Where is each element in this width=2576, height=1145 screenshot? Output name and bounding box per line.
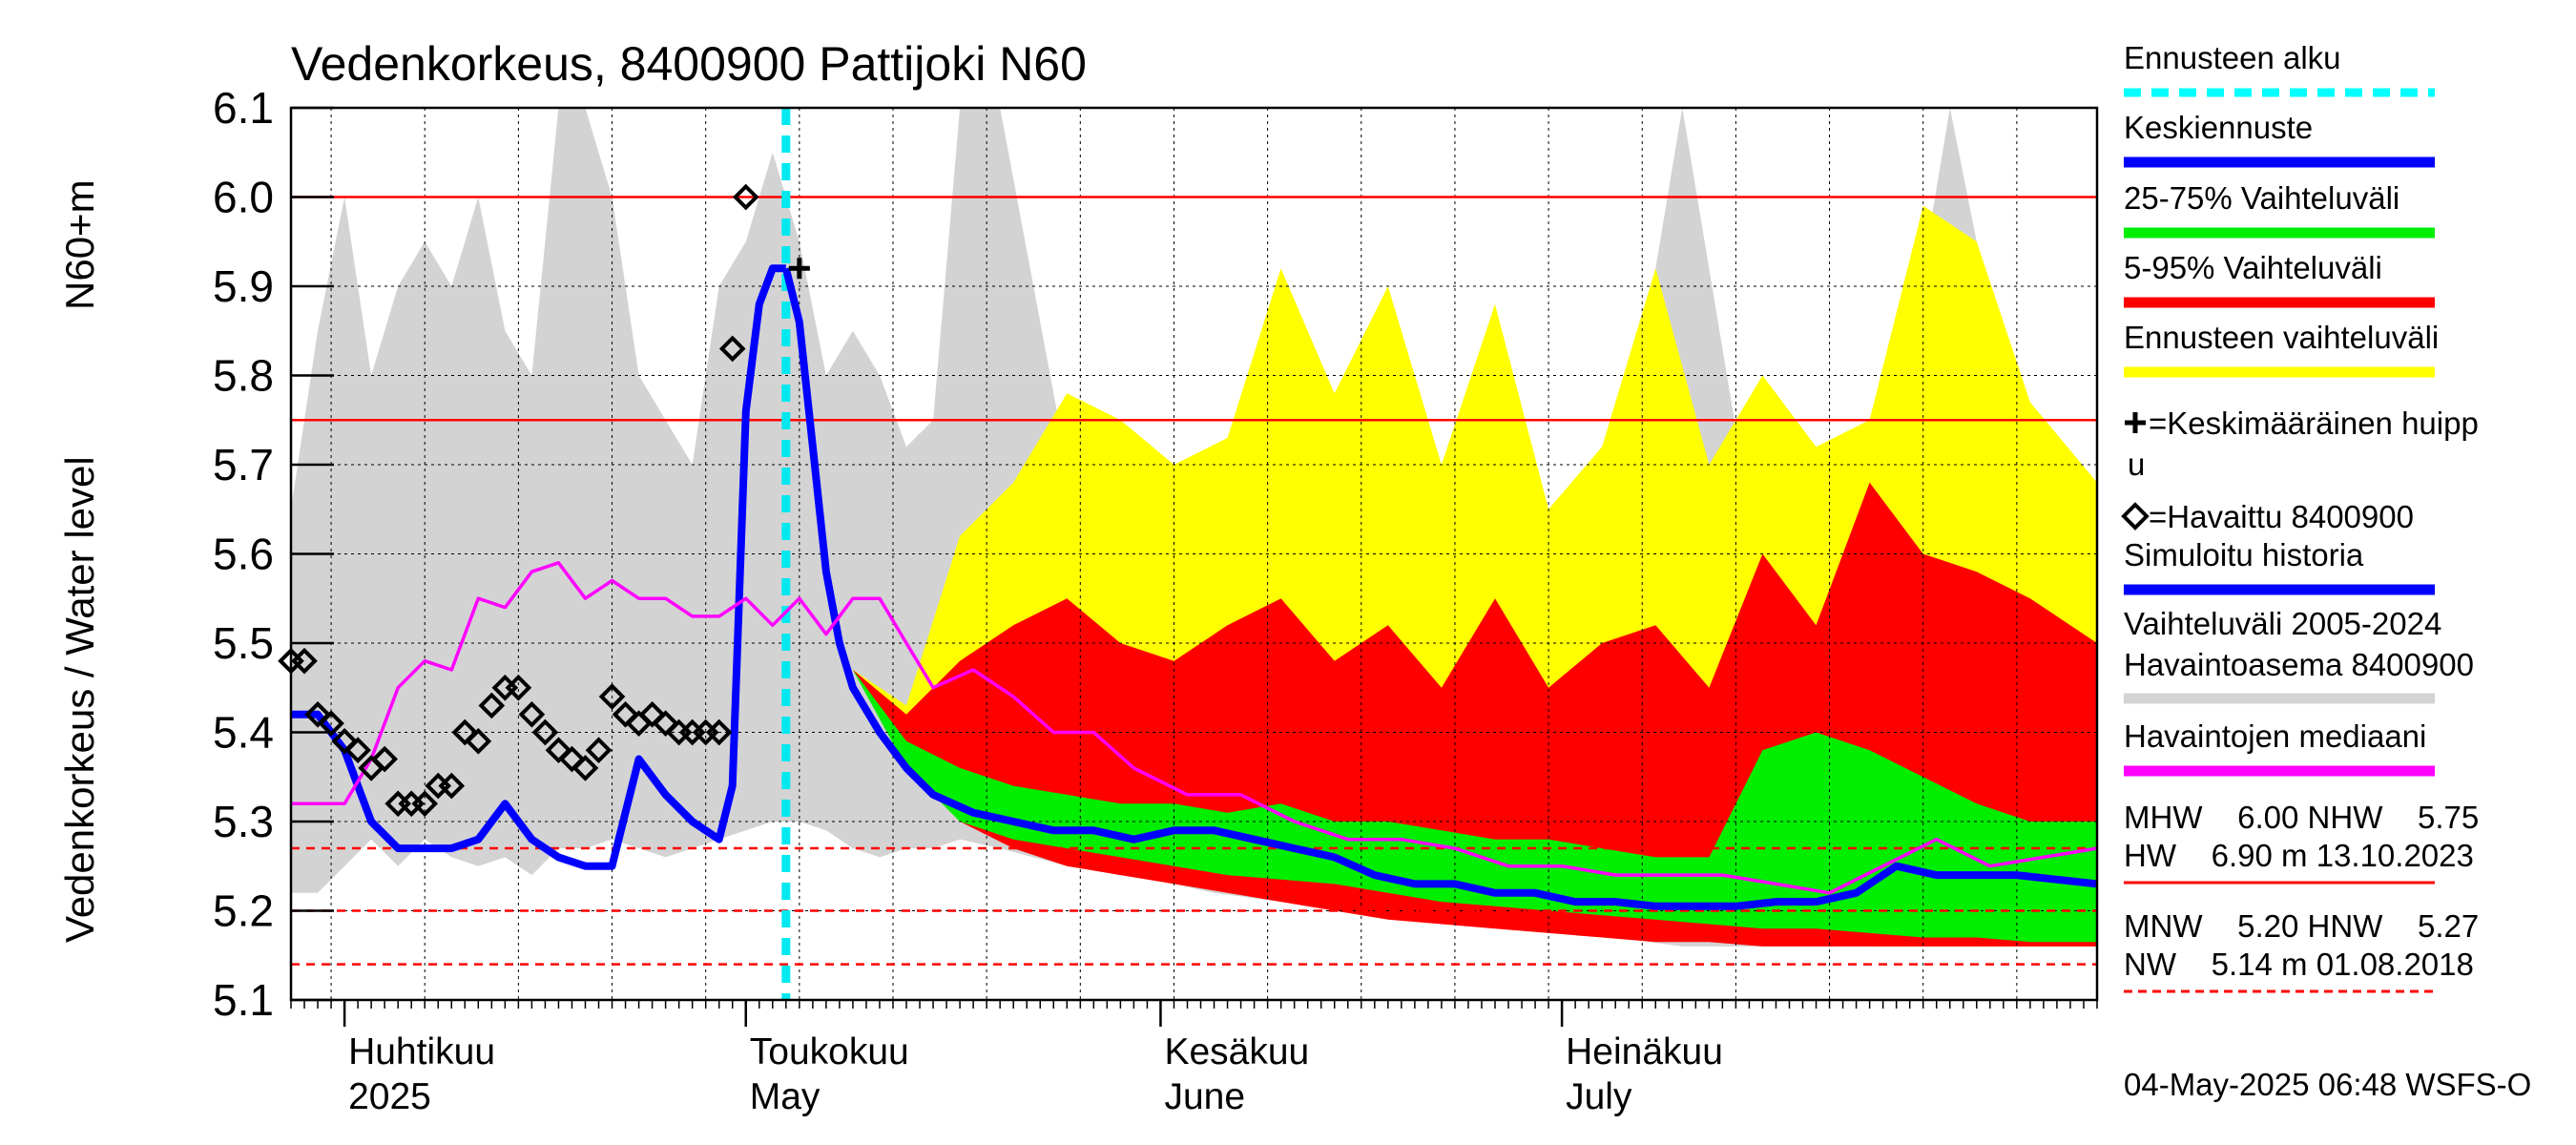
legend-item-havaintojen-mediaani: Havaintojen mediaani: [2124, 718, 2435, 777]
observed-point: [291, 647, 318, 675]
x-month-label: Toukokuu: [750, 1031, 909, 1072]
observed-point: [545, 737, 572, 764]
legend-item-5-95-vaihteluv-li: 5-95% Vaihteluväli: [2124, 250, 2435, 308]
legend-stat-3: MNW 5.20 HNW 5.27: [2124, 908, 2479, 944]
legend-label: Keskiennuste: [2124, 110, 2313, 145]
y-tick-label: 5.1: [213, 975, 274, 1025]
chart-title: Vedenkorkeus, 8400900 Pattijoki N60: [291, 37, 1087, 91]
observation-markers: [278, 183, 810, 818]
x-month-label: Kesäkuu: [1164, 1031, 1309, 1072]
legend-item-simuloitu-historia: Simuloitu historia: [2124, 537, 2435, 595]
legend-cross-marker: [2125, 412, 2146, 433]
y-axis-label: Vedenkorkeus / Water level: [57, 456, 102, 943]
y-tick-label: 5.6: [213, 530, 274, 579]
legend-label: 25-75% Vaihteluväli: [2124, 180, 2399, 216]
band-25-75-vaihteluv-li: [852, 670, 2097, 943]
observed-point: [331, 728, 358, 755]
observed-point: [638, 700, 666, 728]
y-tick-label: 5.7: [213, 440, 274, 489]
legend-stat-2: HW 6.90 m 13.10.2023: [2124, 838, 2474, 873]
observed-point: [518, 700, 546, 728]
observed-point: [732, 183, 759, 211]
legend-diamond-marker: [2121, 502, 2150, 531]
observed-point: [451, 718, 479, 746]
observed-point: [718, 335, 746, 363]
observed-point: [478, 692, 506, 719]
observed-point: [571, 755, 599, 781]
legend-label: =Keskimääräinen huipp: [2149, 406, 2479, 441]
observed-point: [318, 710, 344, 737]
legend-label-continued: Havaintoasema 8400900: [2124, 647, 2474, 682]
legend-label: Ennusteen alku: [2124, 40, 2341, 75]
reference-lines: [291, 196, 2097, 966]
bands-layer: [291, 108, 2097, 947]
y-axis-unit-label: N60+m: [57, 179, 102, 310]
legend-item-vaihteluv-li-2005-2024: Vaihteluväli 2005-2024 Havaintoasema 840…: [2124, 606, 2474, 704]
legend-label: 5-95% Vaihteluväli: [2124, 250, 2382, 285]
y-tick-label: 5.5: [213, 618, 274, 668]
observed-point: [598, 683, 626, 710]
legend-stat-4: NW 5.14 m 01.08.2018: [2124, 947, 2474, 982]
observed-point: [531, 718, 559, 746]
legend-label: Ennusteen vaihteluväli: [2124, 320, 2439, 355]
series-lines: [291, 108, 2097, 1000]
legend-label: Vaihteluväli 2005-2024: [2124, 606, 2441, 641]
x-month-sublabel: June: [1164, 1076, 1245, 1117]
observed-point: [438, 772, 466, 800]
line-havaintojen-mediaani: [291, 561, 2097, 895]
observed-point: [705, 718, 733, 746]
observed-point: [652, 710, 679, 737]
observed-point: [344, 737, 371, 764]
timestamp: 04-May-2025 06:48 WSFS-O: [2124, 1067, 2531, 1102]
line-simuloitu-historia: [291, 264, 786, 870]
x-month-sublabel: May: [750, 1076, 821, 1117]
observed-point: [585, 737, 613, 764]
observed-point: [505, 674, 532, 701]
legend-stat-1: MHW 6.00 NHW 5.75: [2124, 800, 2479, 835]
observed-point: [411, 790, 439, 818]
observed-point: [304, 700, 331, 728]
axes: 5.1 5.2 5.3 5.4 5.5 5.6 5.7 5.8 5.9 6.0 6.1 Huhtiku…: [213, 83, 2099, 1117]
legend-label: Havaintojen mediaani: [2124, 718, 2426, 754]
y-tick-label: 6.1: [213, 83, 274, 133]
observed-point: [465, 728, 492, 755]
y-tick-label: 5.8: [213, 351, 274, 401]
average-peak-point: [788, 258, 810, 280]
legend-item-ennusteen-vaihteluv-li: Ennusteen vaihteluväli: [2124, 320, 2439, 378]
legend-label: Simuloitu historia: [2124, 537, 2364, 572]
line-keskiennuste: [781, 267, 2097, 910]
legend-item-havaittu-8400900: =Havaittu 8400900: [2121, 499, 2414, 534]
x-month-label: Heinäkuu: [1566, 1031, 1723, 1072]
observed-point: [558, 745, 586, 773]
y-tick-label: 5.4: [213, 708, 274, 758]
legend-label-continued: u: [2128, 447, 2145, 482]
y-tick-label: 5.9: [213, 261, 274, 311]
observed-point: [612, 700, 639, 728]
x-month-sublabel: July: [1566, 1076, 1632, 1117]
y-tick-label: 5.2: [213, 886, 274, 936]
y-tick-label: 5.3: [213, 797, 274, 846]
x-month-label: Huhtikuu: [348, 1031, 495, 1072]
legend-item-keskiennuste: Keskiennuste: [2124, 110, 2435, 168]
legend: Ennusteen alku Keskiennuste 25-75% Vaihtel…: [2121, 40, 2479, 993]
legend-label: =Havaittu 8400900: [2149, 499, 2414, 534]
x-month-sublabel: 2025: [348, 1076, 431, 1117]
legend-item-25-75-vaihteluv-li: 25-75% Vaihteluväli: [2124, 180, 2435, 239]
y-tick-label: 6.0: [213, 173, 274, 222]
legend-item-ennusteen-alku: Ennusteen alku: [2124, 40, 2435, 97]
observed-point: [371, 745, 398, 773]
